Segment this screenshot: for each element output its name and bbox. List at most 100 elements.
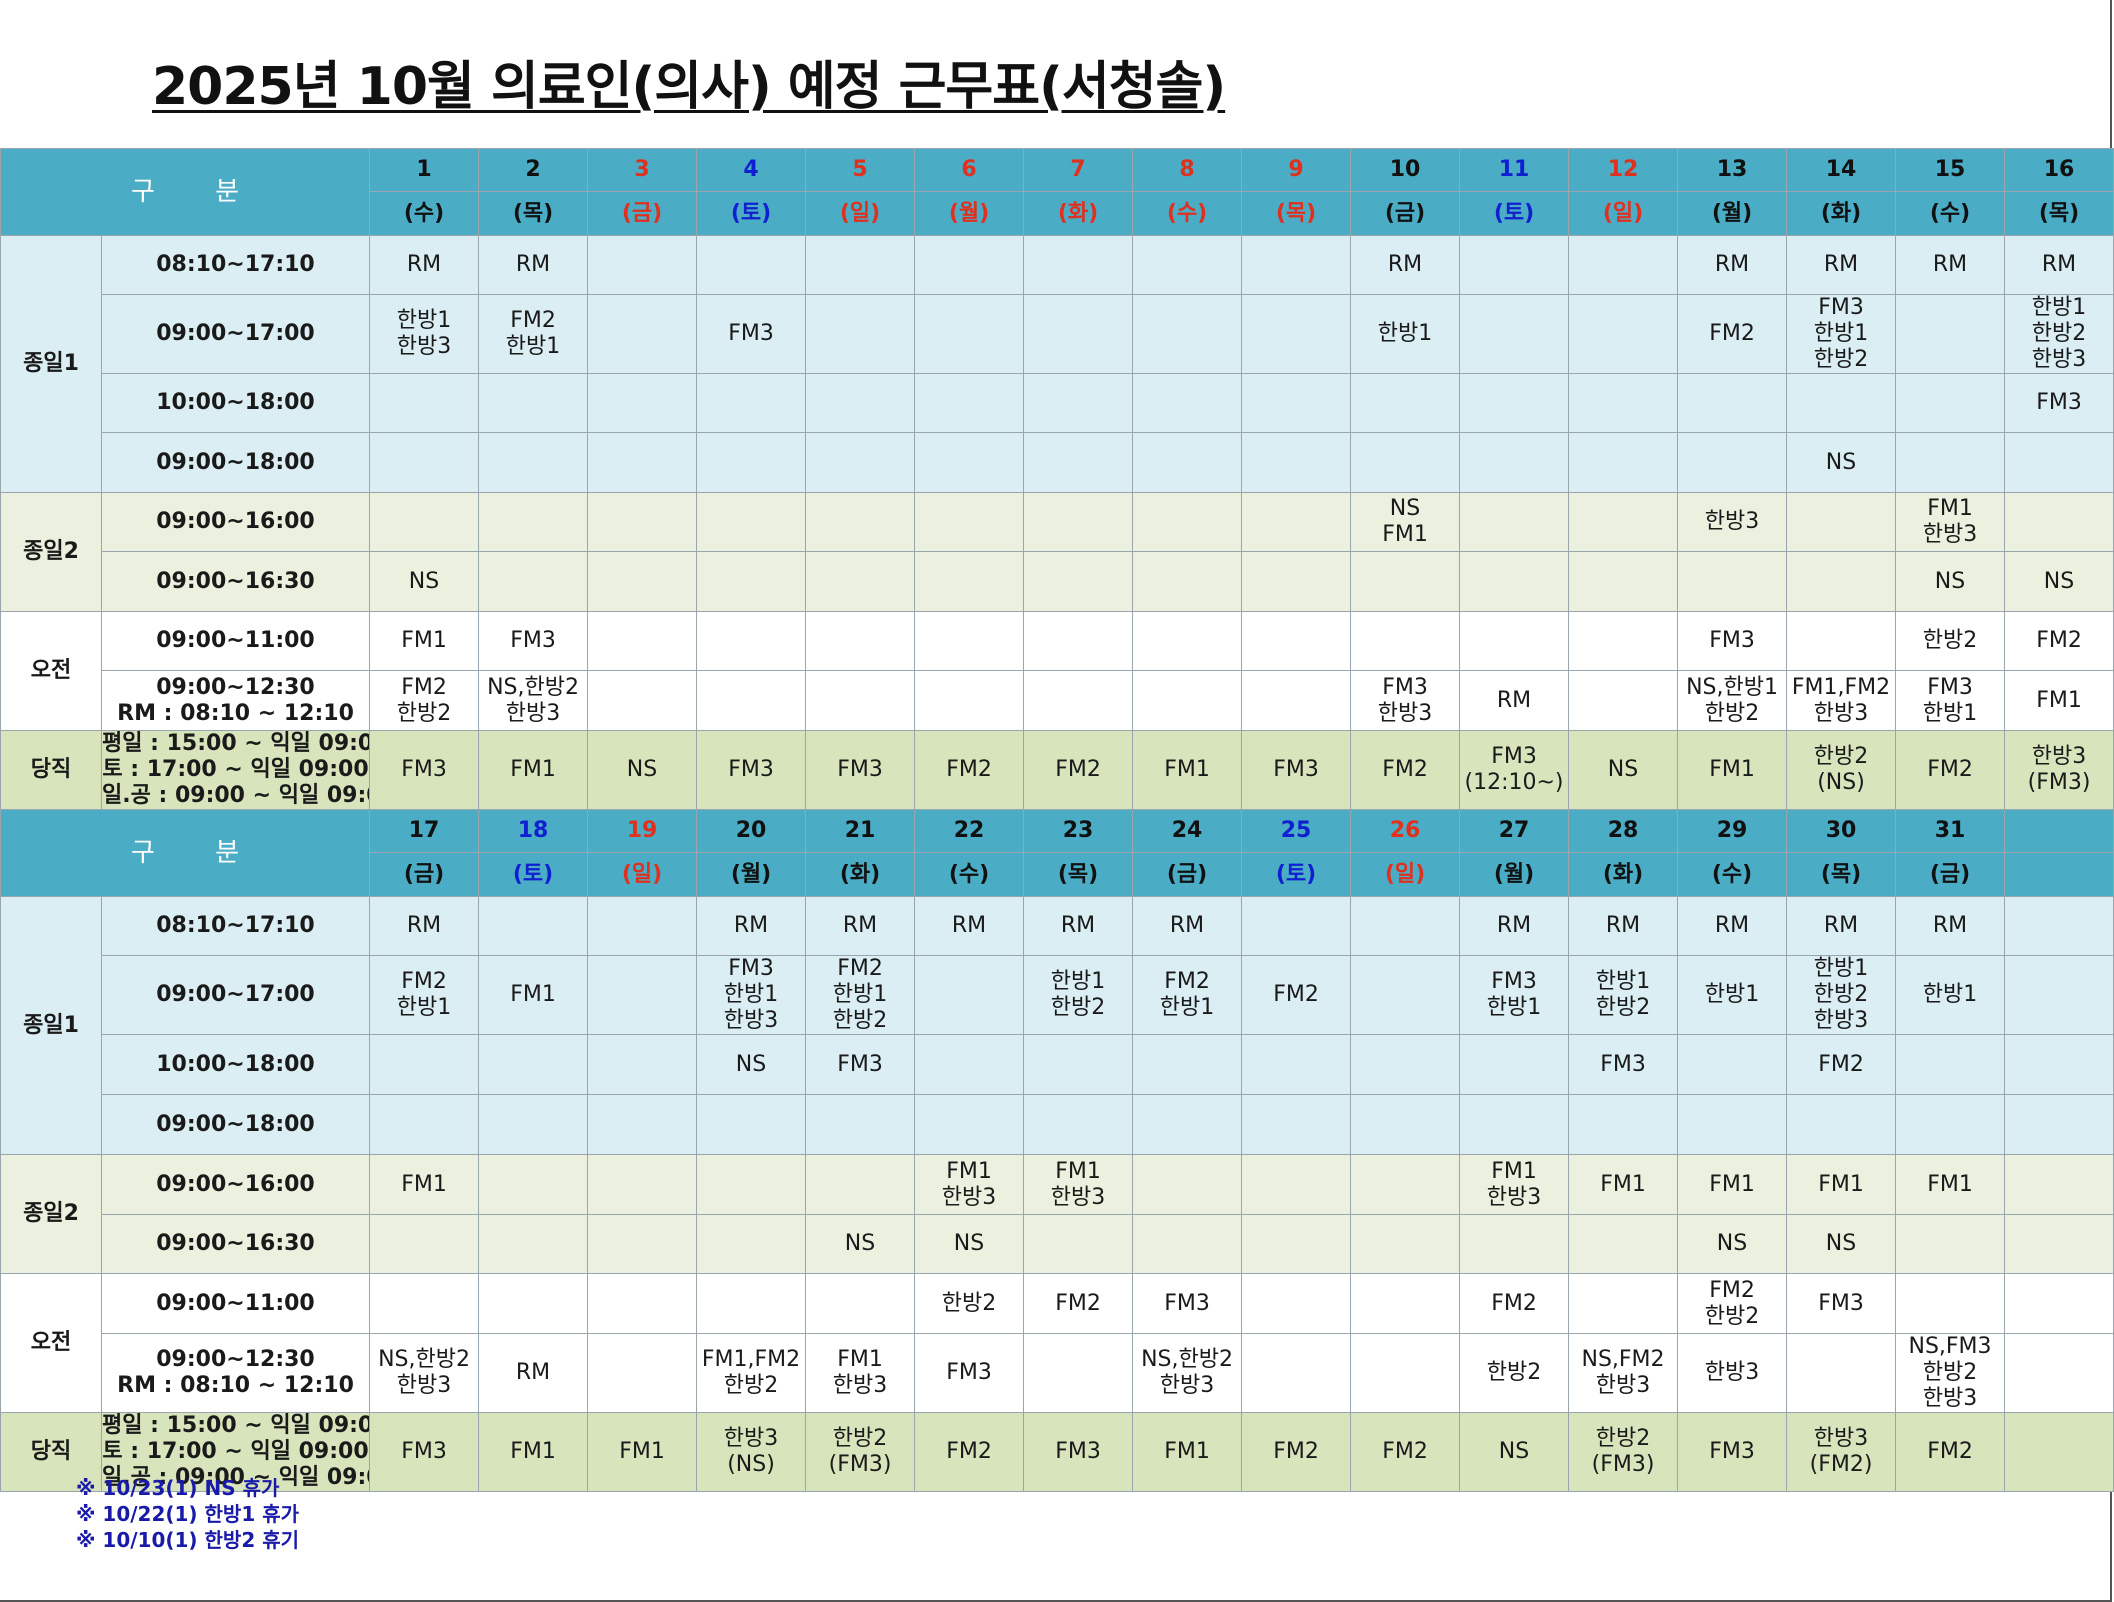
schedule-cell (696, 1214, 807, 1274)
time-text: 09:00~17:00 (156, 321, 315, 346)
assignment: RM (1060, 913, 1096, 938)
schedule-cell: FM2 (914, 730, 1025, 810)
schedule-cell (1568, 611, 1679, 671)
schedule-cell (1459, 551, 1570, 612)
schedule-cell: FM1 (1677, 1154, 1788, 1215)
assignment: 한방1 (1377, 321, 1433, 346)
schedule-cell: FM2 한방1 한방2 (805, 955, 916, 1035)
schedule-cell (1350, 955, 1461, 1035)
schedule-cell: FM3 (369, 1412, 480, 1492)
weekday-header: (금) (587, 191, 698, 236)
note-item: ※ 10/22(1) 한방1 휴가 (76, 1502, 300, 1526)
assignment: FM3 (1164, 1290, 1210, 1316)
schedule-cell: NS,FM2 한방3 (1568, 1333, 1679, 1413)
schedule-cell: RM (2004, 235, 2114, 295)
assignment: FM2 (1164, 969, 1210, 994)
schedule-cell (1568, 373, 1679, 433)
assignment: FM3 (1055, 1439, 1101, 1464)
time-text: 10:00~18:00 (156, 390, 315, 415)
assignment: FM3 (728, 321, 774, 346)
schedule-cell: NS,FM3 한방2 한방3 (1895, 1333, 2006, 1413)
schedule-cell (1568, 1094, 1679, 1155)
weekday-header: (수) (369, 191, 480, 236)
schedule-cell: 한방1 한방3 (369, 294, 480, 374)
schedule-cell: FM2 한방1 (478, 294, 589, 374)
assignment: 한방2 (1813, 744, 1869, 769)
schedule-cell (2004, 1333, 2114, 1413)
schedule-cell: 한방2 (1459, 1333, 1570, 1413)
schedule-row: 당직 평일 : 15:00 ~ 익일 09:00 토 : 17:00 ~ 익일 09… (0, 1412, 2114, 1492)
schedule-cell (1350, 551, 1461, 612)
schedule-cell (1023, 294, 1134, 374)
schedule-cell: RM (914, 896, 1025, 956)
schedule-cell (1350, 1034, 1461, 1095)
schedule-row: 종일2 09:00~16:00 FM1 FM1 한방3 FM1 한방3 FM1 한방3 FM1 FM… (0, 1154, 2114, 1274)
schedule-cell (1677, 1034, 1788, 1095)
section-label: 종일2 (0, 492, 102, 612)
schedule-cell (914, 235, 1025, 295)
section-label: 종일1 (0, 235, 102, 493)
schedule-cell: FM3 한방1 한방2 (1786, 294, 1897, 374)
schedule-cell: FM1,FM2 한방2 (696, 1333, 807, 1413)
weekday-header: (목) (2004, 191, 2114, 236)
weekday-header: (목) (1023, 852, 1134, 897)
schedule-cell (587, 294, 698, 374)
weekday-header: (토) (478, 852, 589, 897)
time-label: 09:00~16:30 (100, 551, 371, 612)
time-label: 09:00~12:30 RM : 08:10 ~ 12:10 (100, 670, 371, 731)
assignment: 한방2 (396, 700, 452, 726)
assignment: (NS) (727, 1452, 775, 1477)
schedule-cell (805, 235, 916, 295)
assignment: RM (515, 1360, 551, 1385)
assignment: 한방3 (1813, 700, 1869, 726)
schedule-cell (1350, 1273, 1461, 1334)
time-text: 09:00~16:30 (156, 568, 315, 594)
schedule-cell (587, 551, 698, 612)
schedule-cell (1677, 551, 1788, 612)
schedule-cell (914, 294, 1025, 374)
schedule-cell (587, 611, 698, 671)
time-label: 09:00~16:00 (100, 492, 371, 552)
schedule-cell (1023, 235, 1134, 295)
date-header: 6 (914, 148, 1025, 192)
duty-hours-note: 평일 : 15:00 ~ 익일 09:00 토 : 17:00 ~ 익일 09:0… (100, 730, 371, 810)
time-text: RM : 08:10 ~ 12:10 (117, 700, 354, 726)
assignment: 한방3 (396, 334, 452, 359)
schedule-row: 09:00~12:30 RM : 08:10 ~ 12:10 NS,한방2 한방3 RM… (1, 1333, 2114, 1413)
time-text: 09:00~16:00 (156, 1171, 315, 1197)
schedule-cell: 한방1 한방2 한방3 (1786, 955, 1897, 1035)
schedule-cell: RM (369, 235, 480, 295)
schedule-cell: FM2 (1895, 1412, 2006, 1492)
assignment: 한방1 (1595, 969, 1651, 994)
assignment: 한방3 (832, 1373, 888, 1398)
assignment: 한방3 (1704, 509, 1760, 534)
assignment: FM2 (401, 674, 447, 700)
assignment: RM (1714, 252, 1750, 277)
assignment: FM3 (1818, 295, 1864, 321)
schedule-cell: FM3 (805, 730, 916, 810)
assignment: NS,한방2 (487, 674, 579, 700)
assignment: 한방3 (723, 1008, 779, 1033)
time-text: 09:00~16:00 (156, 509, 315, 534)
schedule-cell (1132, 294, 1243, 374)
weekday-header: (금) (369, 852, 480, 897)
date-header: 4 (696, 148, 807, 192)
schedule-cell (1023, 611, 1134, 671)
date-header: 19 (587, 809, 698, 853)
schedule-cell: FM1 (2004, 670, 2114, 731)
schedule-cell: FM2 (1241, 1412, 1352, 1492)
assignment: FM3 (837, 1051, 883, 1077)
schedule-row: 당직 평일 : 15:00 ~ 익일 09:00 토 : 17:00 ~ 익일 09… (0, 730, 2114, 810)
schedule-cell: 한방2 (NS) (1786, 730, 1897, 810)
schedule-cell (805, 1154, 916, 1215)
schedule-cell (1459, 432, 1570, 493)
assignment: FM2 (1709, 321, 1755, 346)
weekday-header: (일) (587, 852, 698, 897)
weekday-header: (토) (1459, 191, 1570, 236)
assignment: RM (2041, 252, 2077, 277)
assignment: FM2 (946, 1439, 992, 1464)
schedule-cell (2004, 1034, 2114, 1095)
schedule-cell (1132, 611, 1243, 671)
schedule-cell: RM (369, 896, 480, 956)
assignment: FM2 (1818, 1051, 1864, 1077)
